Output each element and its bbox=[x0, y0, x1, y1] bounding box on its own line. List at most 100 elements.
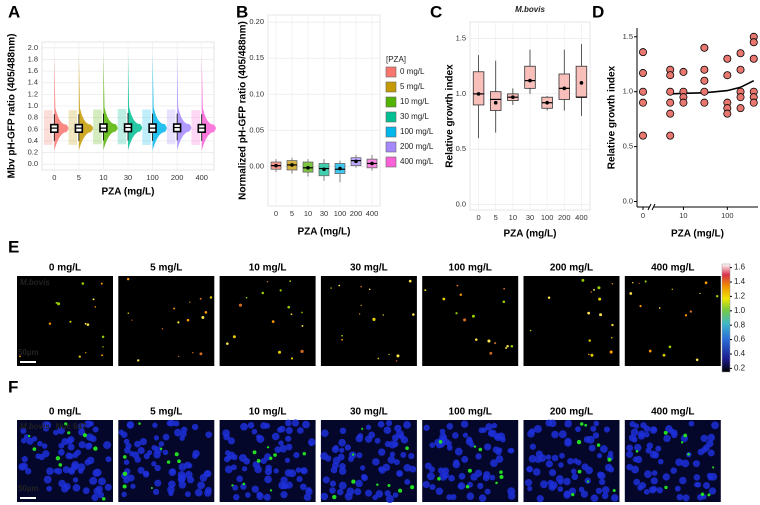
y-tick-label: 0.2 bbox=[28, 148, 38, 157]
bacterium bbox=[32, 447, 37, 451]
y-axis-label: Relative growth index bbox=[607, 65, 618, 169]
nucleus bbox=[536, 495, 544, 503]
mean-dot bbox=[493, 100, 498, 105]
nucleus bbox=[545, 454, 552, 460]
bacterium bbox=[687, 452, 690, 456]
nucleus bbox=[191, 423, 199, 431]
nucleus bbox=[152, 488, 160, 496]
mean-dot bbox=[545, 100, 549, 105]
nucleus bbox=[439, 428, 446, 435]
bacterium bbox=[199, 297, 202, 300]
nucleus bbox=[322, 476, 330, 484]
nucleus bbox=[204, 469, 212, 478]
bacterium bbox=[269, 489, 273, 492]
colorbar-tick-label: 0.2 bbox=[734, 364, 746, 373]
nucleus bbox=[264, 475, 272, 484]
bacterium bbox=[668, 345, 672, 349]
bacterium bbox=[478, 447, 483, 452]
y-tick-label: 0.5 bbox=[456, 144, 466, 153]
nucleus bbox=[707, 433, 715, 442]
point bbox=[736, 65, 745, 74]
bacterium bbox=[209, 296, 213, 299]
nucleus bbox=[662, 473, 670, 481]
bacterium bbox=[579, 422, 584, 426]
nucleus bbox=[626, 450, 634, 458]
nucleus bbox=[224, 465, 233, 474]
nucleus bbox=[446, 422, 454, 430]
nucleus bbox=[507, 487, 516, 496]
nucleus bbox=[478, 427, 485, 434]
nucleus bbox=[173, 420, 180, 427]
point bbox=[723, 109, 732, 118]
nucleus bbox=[422, 480, 430, 489]
nucleus bbox=[285, 435, 292, 442]
panel-label: D bbox=[592, 2, 604, 21]
bacterium bbox=[289, 280, 292, 283]
y-tick-label: 0.4 bbox=[28, 136, 38, 145]
nucleus bbox=[429, 442, 436, 448]
colorbar-tick-label: 0.8 bbox=[734, 320, 746, 329]
bacterium bbox=[587, 311, 591, 315]
legend-label: 0 mg/L bbox=[400, 67, 425, 76]
point bbox=[666, 109, 675, 118]
nucleus bbox=[308, 438, 316, 446]
nucleus bbox=[154, 464, 161, 472]
nucleus bbox=[643, 489, 650, 495]
nucleus bbox=[126, 421, 134, 429]
x-tick-label: 0 bbox=[476, 213, 480, 222]
x-tick-label: 0 bbox=[52, 173, 56, 182]
nucleus bbox=[295, 467, 302, 473]
x-tick-label: 400 bbox=[195, 173, 208, 182]
bacterium bbox=[226, 342, 229, 345]
nucleus bbox=[492, 446, 500, 454]
nucleus bbox=[540, 480, 548, 489]
nucleus bbox=[548, 469, 557, 477]
bacterium bbox=[689, 310, 693, 313]
bacterium bbox=[377, 357, 380, 360]
image-label: 100 mg/L bbox=[449, 263, 492, 274]
bacterium bbox=[473, 445, 477, 448]
bacterium bbox=[487, 339, 491, 343]
nucleus bbox=[470, 473, 478, 481]
bacterium bbox=[699, 292, 701, 295]
point bbox=[700, 76, 709, 85]
mean-dot bbox=[306, 166, 310, 170]
bacterium bbox=[387, 483, 391, 487]
nucleus bbox=[168, 419, 176, 427]
bacterium bbox=[301, 311, 303, 314]
nucleus bbox=[457, 482, 466, 490]
nucleus bbox=[657, 458, 664, 465]
bacterium bbox=[695, 358, 699, 362]
micrograph bbox=[219, 276, 316, 366]
bacterium bbox=[499, 470, 503, 474]
channel-label: M.bovis bbox=[20, 422, 50, 431]
nucleus bbox=[241, 466, 248, 472]
box bbox=[524, 65, 536, 89]
nucleus bbox=[57, 426, 65, 435]
nucleus bbox=[344, 492, 353, 501]
nucleus bbox=[670, 467, 677, 474]
bacterium bbox=[590, 291, 592, 293]
image-label: 30 mg/L bbox=[350, 407, 388, 418]
nucleus bbox=[63, 482, 71, 491]
nucleus bbox=[495, 455, 504, 463]
nucleus bbox=[469, 442, 475, 448]
nucleus bbox=[596, 452, 603, 459]
nucleus bbox=[169, 468, 176, 475]
nucleus bbox=[179, 435, 185, 441]
bacterium bbox=[547, 296, 551, 299]
image-label: 5 mg/L bbox=[150, 407, 182, 418]
bacterium bbox=[67, 431, 71, 435]
nucleus bbox=[458, 472, 466, 480]
nucleus bbox=[93, 468, 102, 477]
nucleus bbox=[251, 485, 259, 493]
y-tick-label: 1.0 bbox=[456, 89, 466, 98]
nucleus bbox=[72, 452, 79, 459]
nucleus bbox=[72, 484, 81, 492]
nucleus bbox=[284, 457, 291, 463]
nucleus bbox=[21, 456, 28, 463]
nucleus bbox=[53, 429, 59, 436]
nucleus bbox=[682, 494, 690, 502]
point bbox=[666, 71, 675, 80]
nucleus bbox=[631, 465, 640, 474]
